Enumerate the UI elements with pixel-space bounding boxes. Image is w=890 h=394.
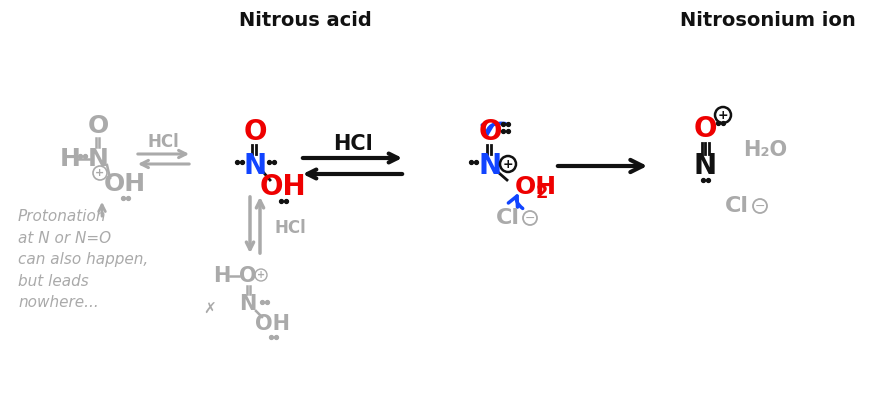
Text: O: O — [478, 118, 502, 146]
Text: +: + — [95, 168, 105, 178]
Text: HCl: HCl — [333, 134, 373, 154]
Text: OH: OH — [104, 172, 146, 196]
Text: N: N — [87, 147, 109, 171]
Text: Cl: Cl — [496, 208, 520, 228]
Text: O: O — [87, 114, 109, 138]
Text: N: N — [239, 294, 256, 314]
Text: OH: OH — [255, 314, 290, 334]
Text: +: + — [503, 158, 514, 171]
Text: Nitrosonium ion: Nitrosonium ion — [680, 11, 856, 30]
Text: O: O — [243, 118, 267, 146]
Text: O: O — [239, 266, 257, 286]
Text: N: N — [479, 152, 502, 180]
Text: H: H — [214, 266, 231, 286]
Text: HCl: HCl — [275, 219, 307, 237]
Text: Nitrous acid: Nitrous acid — [239, 11, 371, 30]
Text: −: − — [755, 199, 765, 212]
Text: Cl: Cl — [725, 196, 749, 216]
Text: 2: 2 — [536, 184, 548, 202]
Text: OH: OH — [260, 173, 306, 201]
Text: HCl: HCl — [147, 133, 179, 151]
Text: Protonation
at N or N=O
can also happen,
but leads
nowhere...: Protonation at N or N=O can also happen,… — [18, 209, 149, 310]
Text: OH: OH — [515, 175, 557, 199]
Text: +: + — [257, 270, 265, 280]
Text: N: N — [693, 152, 716, 180]
Text: ✗: ✗ — [204, 301, 216, 316]
Text: −: − — [525, 212, 535, 225]
Text: +: + — [717, 108, 728, 121]
Text: H₂O: H₂O — [743, 140, 787, 160]
Text: N: N — [244, 152, 267, 180]
Text: O: O — [693, 115, 716, 143]
Text: H: H — [60, 147, 80, 171]
